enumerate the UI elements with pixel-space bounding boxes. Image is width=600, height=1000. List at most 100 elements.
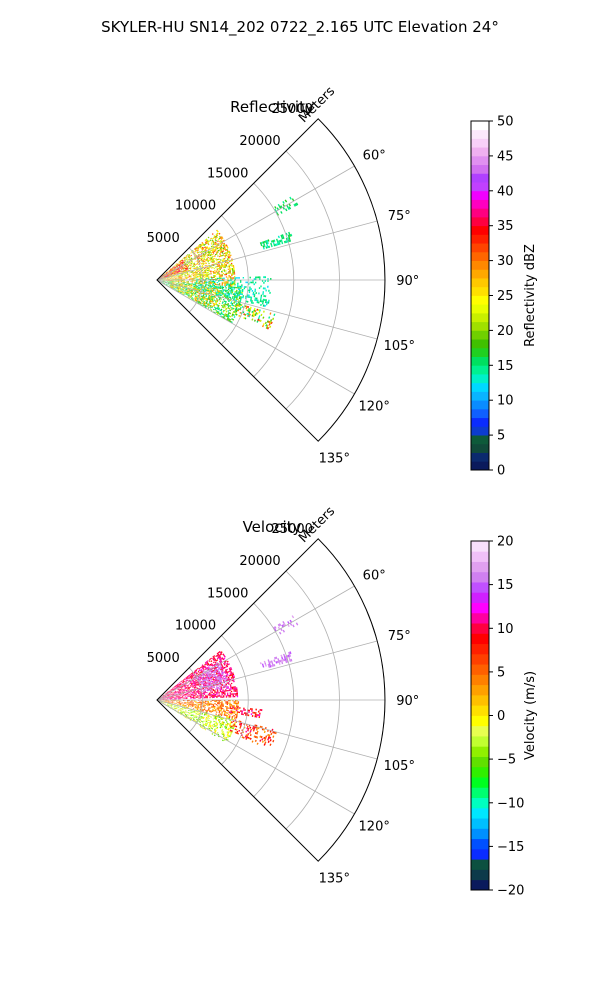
colorbar-segment (471, 269, 489, 279)
radar-gate (163, 283, 165, 284)
radar-gate (180, 277, 182, 279)
radar-gate (172, 277, 174, 279)
radar-gate (199, 271, 201, 273)
radar-gate (224, 285, 226, 288)
radar-gate (202, 253, 205, 256)
radar-gate (177, 276, 180, 277)
radar-gate (175, 264, 177, 266)
radar-gate (230, 713, 233, 715)
radar-gate (185, 294, 187, 296)
radar-gate (234, 701, 237, 703)
radar-gate (206, 700, 208, 702)
radar-gate (214, 269, 216, 271)
radar-gate (214, 703, 216, 705)
radar-gate (168, 282, 170, 283)
radar-gate (206, 255, 209, 257)
reflectivity-panel: Reflectivity 500010000150002000025000Met… (147, 84, 538, 479)
radar-gate (201, 246, 204, 249)
radar-gate (207, 261, 210, 263)
radar-gate (218, 237, 221, 240)
radar-gate (202, 247, 204, 250)
radar-gate (181, 266, 184, 268)
radar-gate (216, 258, 219, 261)
radar-gate (205, 280, 207, 282)
radar-gate (217, 703, 219, 705)
radar-gate (182, 271, 184, 273)
radar-gate (194, 293, 197, 295)
radar-gate (230, 293, 232, 295)
radar-gate (248, 291, 251, 294)
radar-gate (191, 281, 193, 282)
radar-gate (220, 265, 222, 267)
azimuth-tick-label: 75° (388, 209, 411, 224)
radar-gate (212, 706, 214, 708)
radar-gate (220, 246, 223, 249)
radar-gate (192, 272, 194, 274)
radar-gate (185, 255, 188, 257)
radar-gate (214, 237, 217, 239)
radar-gate (181, 273, 183, 275)
radar-gate (197, 269, 199, 271)
radar-gate (179, 260, 181, 262)
radar-gate (197, 282, 199, 284)
radar-gate (174, 274, 176, 275)
radar-gate (210, 253, 212, 255)
radar-gate (186, 281, 188, 283)
radar-gate (223, 300, 226, 303)
radar-gate (183, 697, 185, 699)
radar-gate (191, 283, 193, 284)
radar-gate (225, 272, 227, 274)
radar-gate (208, 703, 211, 705)
radar-gate (202, 276, 204, 278)
radar-gate (222, 313, 225, 316)
radar-gate (229, 309, 231, 312)
radar-gate (194, 271, 197, 272)
radar-gate (200, 278, 202, 280)
colorbar-segment (471, 286, 489, 296)
radar-gate (208, 250, 211, 253)
radar-gate (180, 292, 182, 294)
radar-gate (198, 257, 201, 259)
radar-gate (207, 703, 209, 705)
radar-gate (228, 315, 230, 317)
radar-gate (193, 262, 195, 264)
radar-gate (241, 285, 243, 288)
radar-gate (238, 288, 240, 291)
colorbar-segment (471, 426, 489, 436)
radar-gate (203, 254, 205, 257)
radar-gate (207, 700, 209, 702)
radar-gate (169, 282, 171, 283)
radar-gate (212, 282, 214, 284)
radar-gate (249, 286, 251, 289)
radar-gate (234, 687, 236, 690)
radar-gate (202, 259, 204, 261)
radar-gate (204, 269, 206, 271)
radar-gate (231, 302, 234, 305)
radar-gate (162, 282, 164, 284)
radar-gate (221, 293, 223, 296)
radar-gate (182, 273, 185, 275)
radar-gate (208, 267, 210, 270)
radar-gate (190, 697, 192, 698)
radar-gate (229, 264, 232, 266)
radar-gate (223, 263, 226, 265)
radar-gate (224, 255, 226, 257)
radar-gate (190, 276, 192, 278)
radar-gate (213, 250, 216, 253)
radar-gate (220, 239, 222, 242)
radar-gate (211, 250, 214, 252)
radar-gate (186, 255, 188, 257)
colorbar-segment (471, 443, 489, 453)
radar-gate (256, 276, 258, 279)
radar-gate (194, 292, 197, 294)
radar-gate (173, 268, 175, 270)
radar-gate (189, 291, 191, 293)
radar-gate (191, 700, 193, 702)
radar-gate (199, 243, 201, 246)
radar-gate (235, 286, 237, 289)
radar-gate (232, 705, 234, 707)
radar-gate (185, 285, 187, 287)
radar-gate (187, 293, 189, 295)
radar-gate (229, 315, 232, 318)
radar-gate (218, 707, 220, 709)
